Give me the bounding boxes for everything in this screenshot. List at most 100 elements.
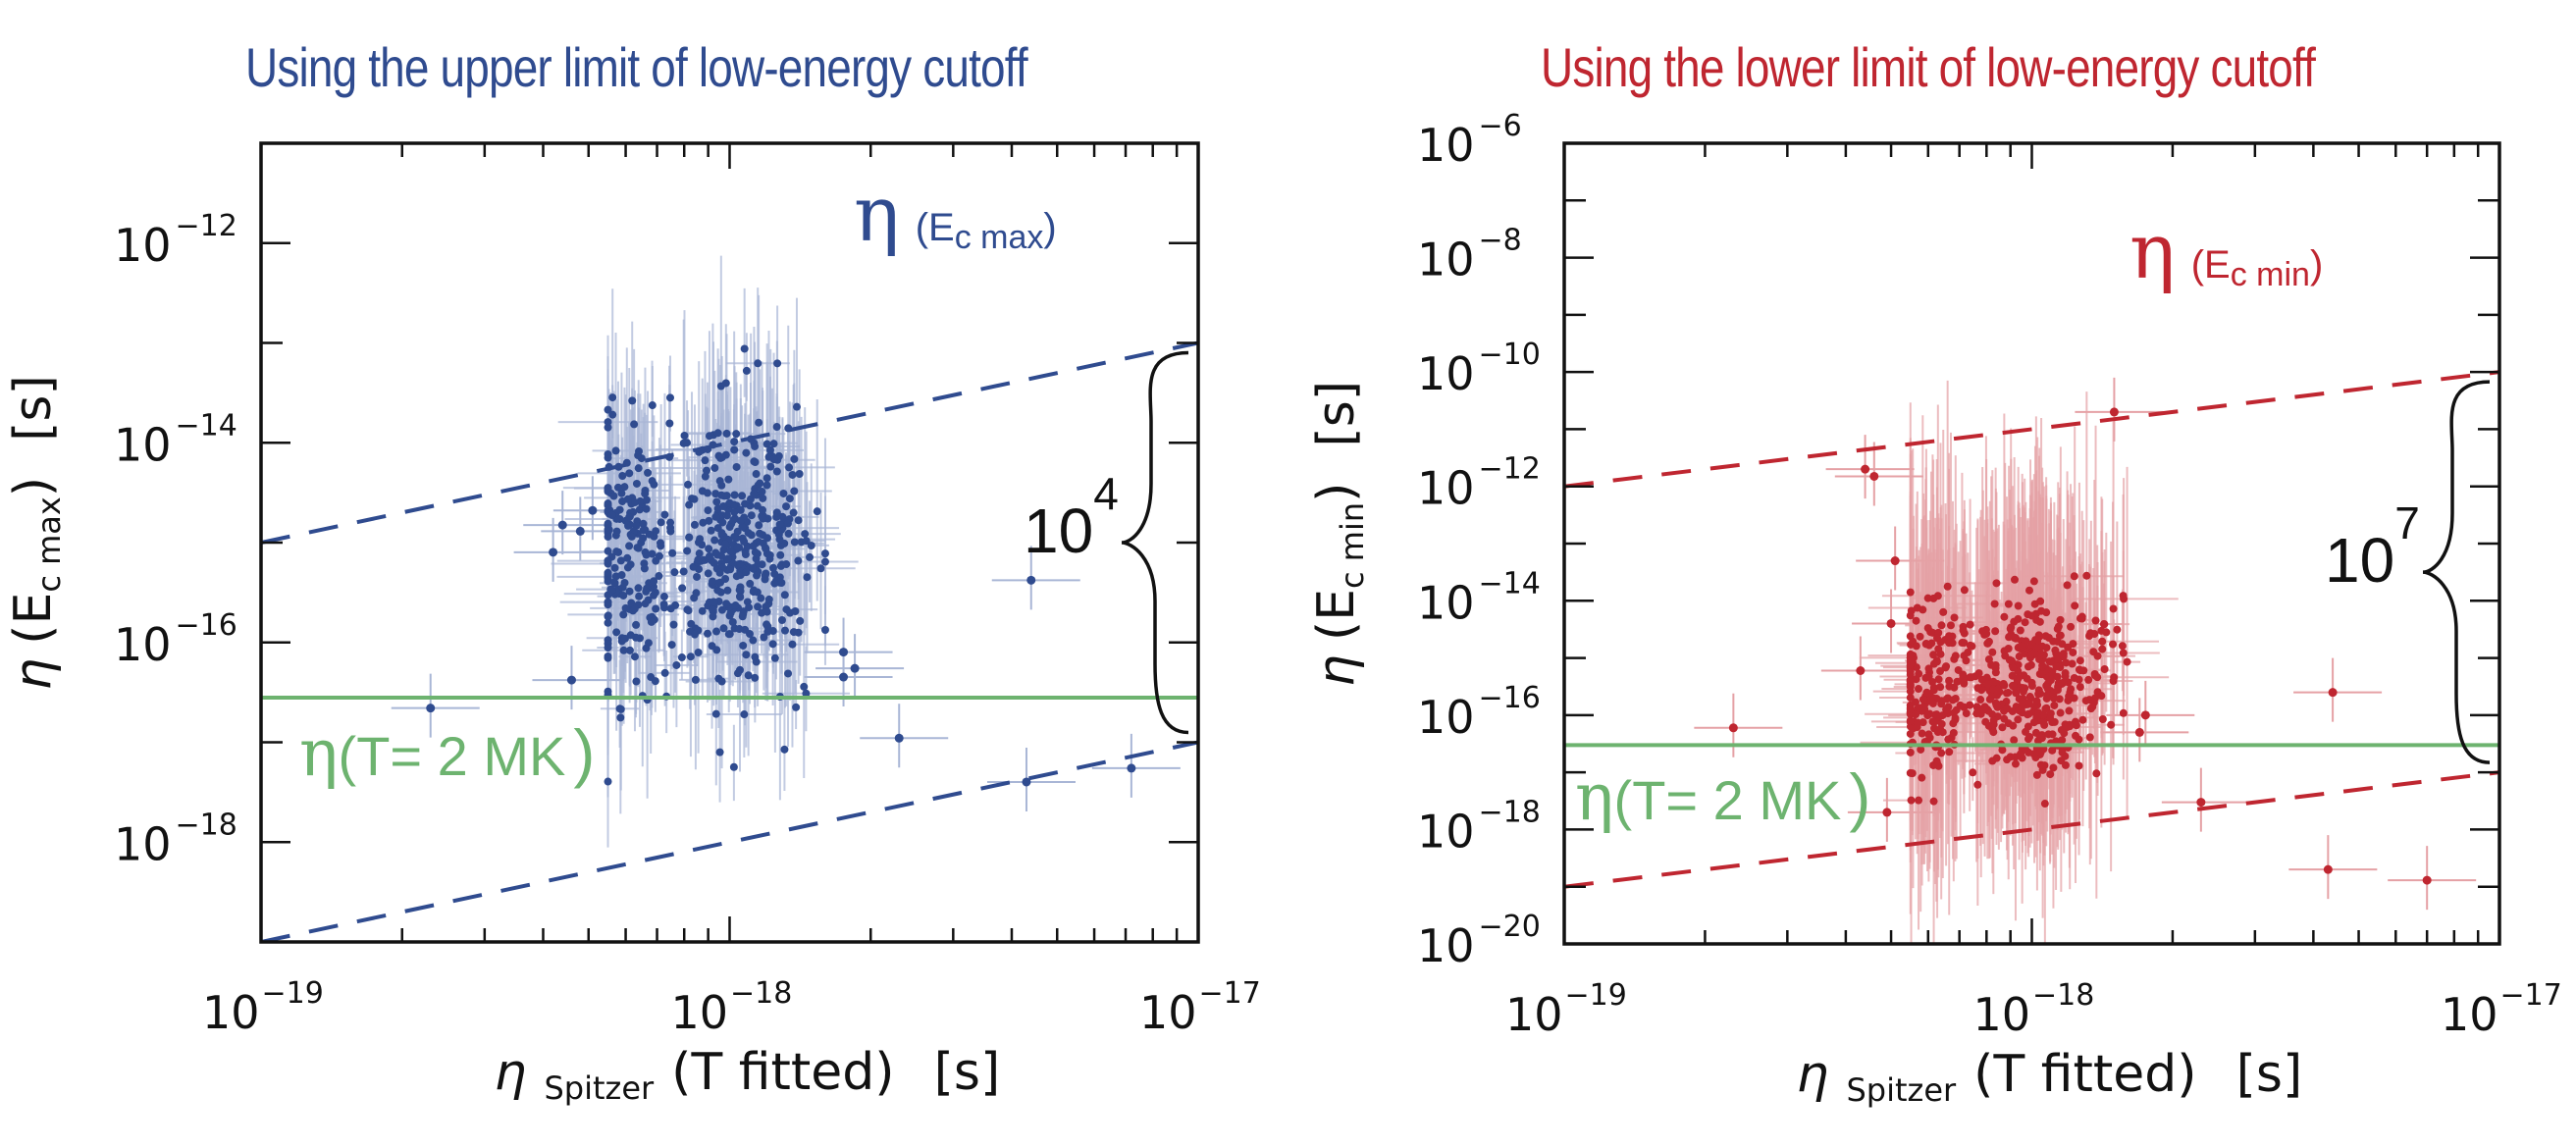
data-point [2090,671,2099,680]
tick-exp: −8 [1479,224,1522,258]
data-point [610,563,619,572]
data-point [2119,649,2128,657]
data-point-outlier [426,704,436,713]
data-point [2097,692,2106,701]
data-point [666,604,675,613]
data-point [628,396,637,405]
data-point [2024,748,2033,757]
data-point [1936,667,1945,676]
y-tick-label: 10 −10 [1417,338,1541,400]
data-point [1992,579,2001,588]
data-point [2000,612,2009,621]
data-point [792,402,801,411]
data-point [632,479,641,488]
data-point [1942,695,1951,704]
data-point [612,628,621,637]
data-point [650,591,658,600]
data-point [604,405,612,414]
tick-exp: −14 [176,408,237,443]
data-point [772,423,781,432]
data-point [729,500,738,509]
data-point [608,410,617,419]
data-point [604,519,612,528]
data-point [802,537,811,546]
data-point [820,549,829,558]
data-point [2066,722,2075,731]
data-point [1948,696,1957,704]
y-tick-label: 10 −12 [1417,452,1541,515]
data-point [1983,680,1992,689]
data-point [780,745,789,754]
data-point [756,479,764,488]
data-point [1919,718,1927,727]
reference-line-label: η(T= 2 MK) [1575,759,1870,835]
data-point [1927,639,1936,648]
data-point [2017,704,2025,713]
data-point [1989,716,1998,725]
data-point [2070,673,2078,682]
data-point [749,542,758,550]
data-point [2075,761,2083,770]
data-point [768,563,777,572]
data-point [1912,642,1920,651]
tick-exp: −17 [1199,976,1261,1011]
data-point [2027,640,2036,649]
x-tick-label: 10−17 [2441,978,2562,1041]
brace-base: 10 [2325,525,2394,596]
plot-area [1564,370,2499,944]
data-point [1932,710,1941,719]
data-point [741,550,750,559]
y-label-e: E [1307,589,1366,621]
data-point [1966,620,1974,629]
data-point [775,520,784,529]
data-point [770,653,779,662]
tick-base: 10 [1973,988,2031,1041]
data-point [749,636,758,645]
data-point [1991,627,2000,636]
data-point [1962,709,1971,718]
data-point [607,586,616,595]
data-point [762,440,771,448]
data-point [609,492,618,500]
data-point [1991,668,2000,677]
data-point [668,548,677,557]
data-point [2044,633,2053,642]
data-point [677,653,686,662]
data-point [773,359,782,368]
series-sub: c max [955,219,1044,256]
data-point [627,599,636,607]
data-point [2030,600,2039,608]
data-point [1933,592,1942,600]
data-point [762,569,770,578]
dashed-line-lower [261,740,1198,942]
data-point [747,511,756,520]
data-point [784,529,793,538]
data-point [772,508,781,517]
data-point [713,429,722,438]
data-point [620,634,629,643]
data-point [1929,683,1938,692]
data-point [625,587,634,596]
data-point [2014,601,2023,610]
data-point [1912,710,1920,719]
data-point [2042,694,2051,703]
data-point [2067,685,2076,694]
series-label: η (Ec max) [854,171,1057,259]
data-point [1950,613,1959,622]
y-label-symbol: η [4,658,63,691]
data-point [2004,688,2013,697]
data-point [2113,625,2122,634]
data-point [651,677,659,686]
data-point [655,572,663,581]
data-point [2091,616,2100,625]
data-point [717,677,726,686]
data-point [762,607,771,616]
data-point [736,516,745,525]
data-point [2089,648,2098,656]
data-point [1987,660,1996,669]
data-point [660,510,669,519]
data-point [2010,736,2019,745]
data-point [785,495,794,503]
data-point [2038,661,2047,670]
